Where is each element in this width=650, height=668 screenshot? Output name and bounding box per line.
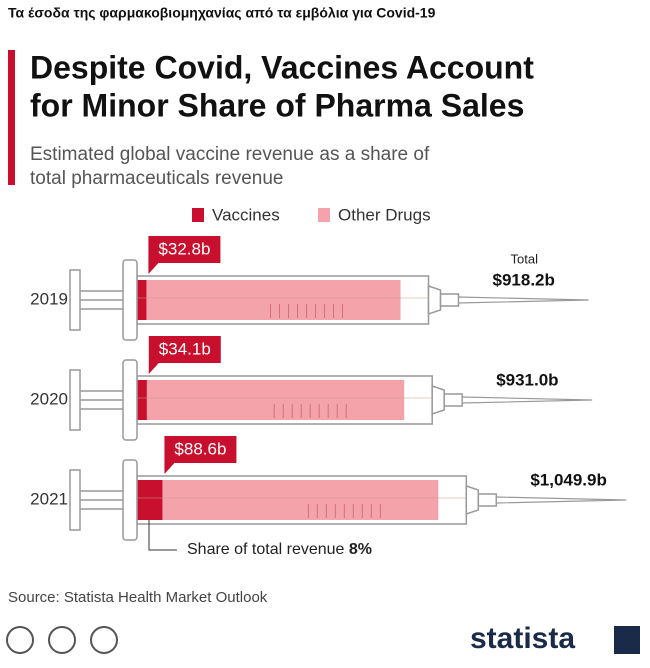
value-label-pointer [148,263,159,274]
logo: statista [470,622,575,655]
value-label-box [148,336,221,363]
plunger-thumb [69,269,81,331]
license-icons [6,626,118,654]
bar [137,480,163,520]
needle-hub [439,293,460,307]
plunger-flange [122,459,138,541]
legend-swatch [192,208,204,222]
source: Source: Statista Health Market Outlook [8,589,268,606]
legend-swatch [318,208,330,222]
total-label: $931.0b [496,370,558,389]
accent-bar [8,50,15,185]
chart-title: for Minor Share of Pharma Sales [30,87,524,123]
legend-label: Other Drugs [338,205,431,224]
value-label-box [164,436,237,463]
total-label: $918.2b [493,270,555,289]
needle [461,396,593,404]
value-label: $88.6b [174,439,226,458]
y-tick-label: 2019 [30,289,68,308]
barrel-tip [465,484,480,516]
value-label: $34.1b [159,339,211,358]
barrel-tip [431,384,445,416]
chart-title: Despite Covid, Vaccines Account [30,49,534,85]
chart-subtitle: total pharmaceuticals revenue [30,168,283,189]
bar [137,480,439,520]
plunger-thumb [69,469,81,531]
value-label-pointer [164,463,175,474]
annotation: Share of total revenue 8% [187,541,372,558]
plunger-flange [122,259,138,341]
bar [137,380,405,420]
bar [137,380,147,420]
barrel-tip [427,284,442,316]
needle [495,496,627,504]
y-tick-label: 2021 [30,489,68,508]
legend-label: Vaccines [212,205,280,224]
plunger-thumb [69,369,81,431]
header: Τα έσοδα της φαρμακοβιομηχανίας από τα ε… [8,5,436,21]
needle-hub [443,393,463,407]
needle [457,296,589,304]
annotation-value: 8% [349,541,372,558]
annotation-text: Share of total revenue [187,541,345,558]
value-label-pointer [148,363,159,374]
logo-icon [614,626,640,654]
plunger-flange [122,359,138,441]
bar [137,280,147,320]
total-label: $1,049.9b [530,470,607,489]
chart-subtitle: Estimated global vaccine revenue as a sh… [30,144,430,165]
y-tick-label: 2020 [30,389,68,408]
value-label: $32.8b [158,239,210,258]
needle-hub [477,493,498,507]
value-label-box [148,236,221,263]
bar [137,280,401,320]
total-heading: Total [511,251,539,266]
annotation-leader [148,520,177,551]
